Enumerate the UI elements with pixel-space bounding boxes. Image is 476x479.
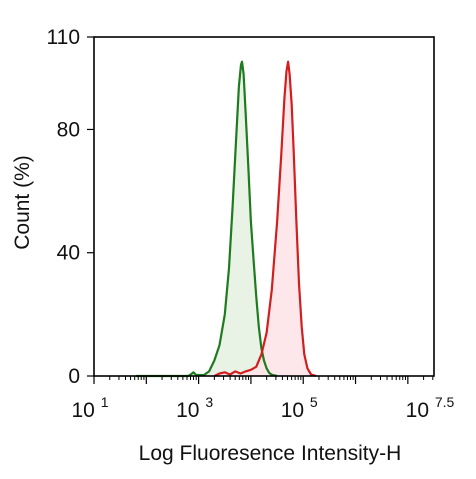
y-tick-label: 0 — [68, 365, 80, 388]
y-tick-label: 80 — [57, 118, 80, 141]
histogram-areas — [135, 61, 317, 376]
axis-major-ticks — [87, 36, 409, 384]
plot-frame — [93, 36, 435, 377]
x-tick-label: 10 1 — [72, 394, 109, 422]
x-axis-label: Log Fluoresence Intensity-H — [139, 442, 402, 465]
series-2-line — [213, 60, 317, 378]
y-tick-label: 110 — [47, 26, 80, 49]
y-tick-label: 40 — [57, 242, 80, 265]
x-minor-ticks — [109, 376, 434, 380]
series-2-area — [214, 61, 317, 376]
x-tick-label: 10 5 — [281, 394, 318, 422]
tick-labels: 0 40 80 110 10 1 10 3 10 5 10 7.5 — [47, 26, 455, 422]
x-tick-label: 10 3 — [176, 394, 213, 422]
histogram-lines — [135, 60, 317, 378]
series-1-area — [135, 61, 278, 376]
y-axis-label: Count (%) — [11, 155, 34, 250]
x-tick-label: 10 7.5 — [406, 394, 455, 422]
